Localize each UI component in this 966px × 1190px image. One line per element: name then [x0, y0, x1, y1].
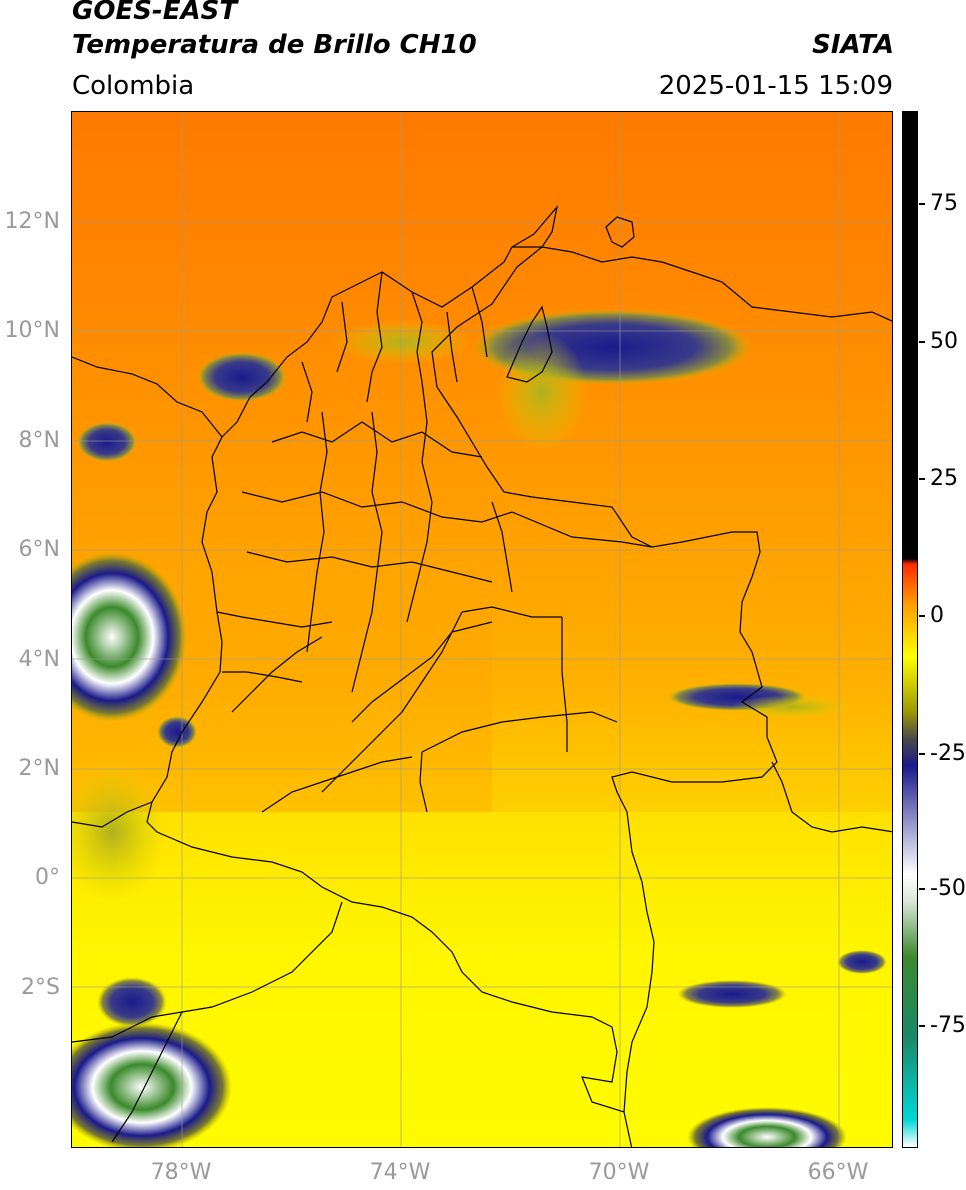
cloud-band-amazon	[677, 980, 787, 1008]
cloud-cluster-panama	[77, 422, 137, 462]
timestamp-label: 2025-01-15 15:09	[658, 71, 893, 101]
satellite-map[interactable]	[71, 111, 893, 1148]
graticule	[72, 112, 892, 1147]
cloud-olive-north	[497, 332, 587, 452]
colorbar-label-neg25: -25	[930, 741, 966, 766]
lat-label-2s: 2°S	[21, 975, 60, 1000]
colorbar-label-25: 25	[930, 466, 958, 491]
organization-label: SIATA	[812, 30, 894, 60]
colorbar-tick	[919, 203, 925, 205]
colorbar-tick	[919, 478, 925, 480]
cloud-cluster-brazil	[687, 1107, 847, 1147]
colorbar-label-50: 50	[930, 329, 958, 354]
lat-label-8n: 8°N	[18, 428, 60, 453]
cloud-cluster-uraba	[197, 352, 287, 402]
lon-label-66w: 66°W	[807, 1160, 869, 1185]
colorbar-tick	[919, 1025, 925, 1027]
cloud-cluster-ecuador	[72, 1022, 232, 1147]
political-boundaries	[72, 204, 892, 1147]
lat-label-equator: 0°	[35, 865, 60, 890]
cloud-olive-pacific	[72, 762, 167, 902]
lat-label-6n: 6°N	[18, 537, 60, 562]
cloud-cluster-pacific	[72, 552, 187, 722]
colorbar-tick	[919, 888, 925, 890]
brightness-temperature-field	[72, 112, 892, 1147]
lon-label-78w: 78°W	[150, 1160, 212, 1185]
colorbar-tick	[919, 341, 925, 343]
colorbar-tick	[919, 753, 925, 755]
lon-label-70w: 70°W	[588, 1160, 650, 1185]
cloud-cluster-far-east	[837, 950, 887, 974]
map-title-product: Temperatura de Brillo CH10	[72, 30, 477, 60]
temperature-colorbar	[902, 111, 918, 1148]
cloud-cluster-south	[97, 977, 167, 1027]
lon-label-74w: 74°W	[369, 1160, 431, 1185]
lat-label-2n: 2°N	[18, 756, 60, 781]
lat-label-4n: 4°N	[18, 647, 60, 672]
colorbar-label-neg50: -50	[930, 876, 966, 901]
colorbar-label-neg75: -75	[930, 1013, 966, 1038]
colorbar-label-75: 75	[930, 191, 958, 216]
colorbar-tick	[919, 615, 925, 617]
lat-label-12n: 12°N	[4, 209, 60, 234]
map-title-satellite: GOES-EAST	[72, 0, 238, 26]
colorbar-label-0: 0	[930, 603, 944, 628]
region-label: Colombia	[72, 71, 195, 101]
cloud-olive-east	[732, 695, 852, 719]
lat-label-10n: 10°N	[4, 318, 60, 343]
